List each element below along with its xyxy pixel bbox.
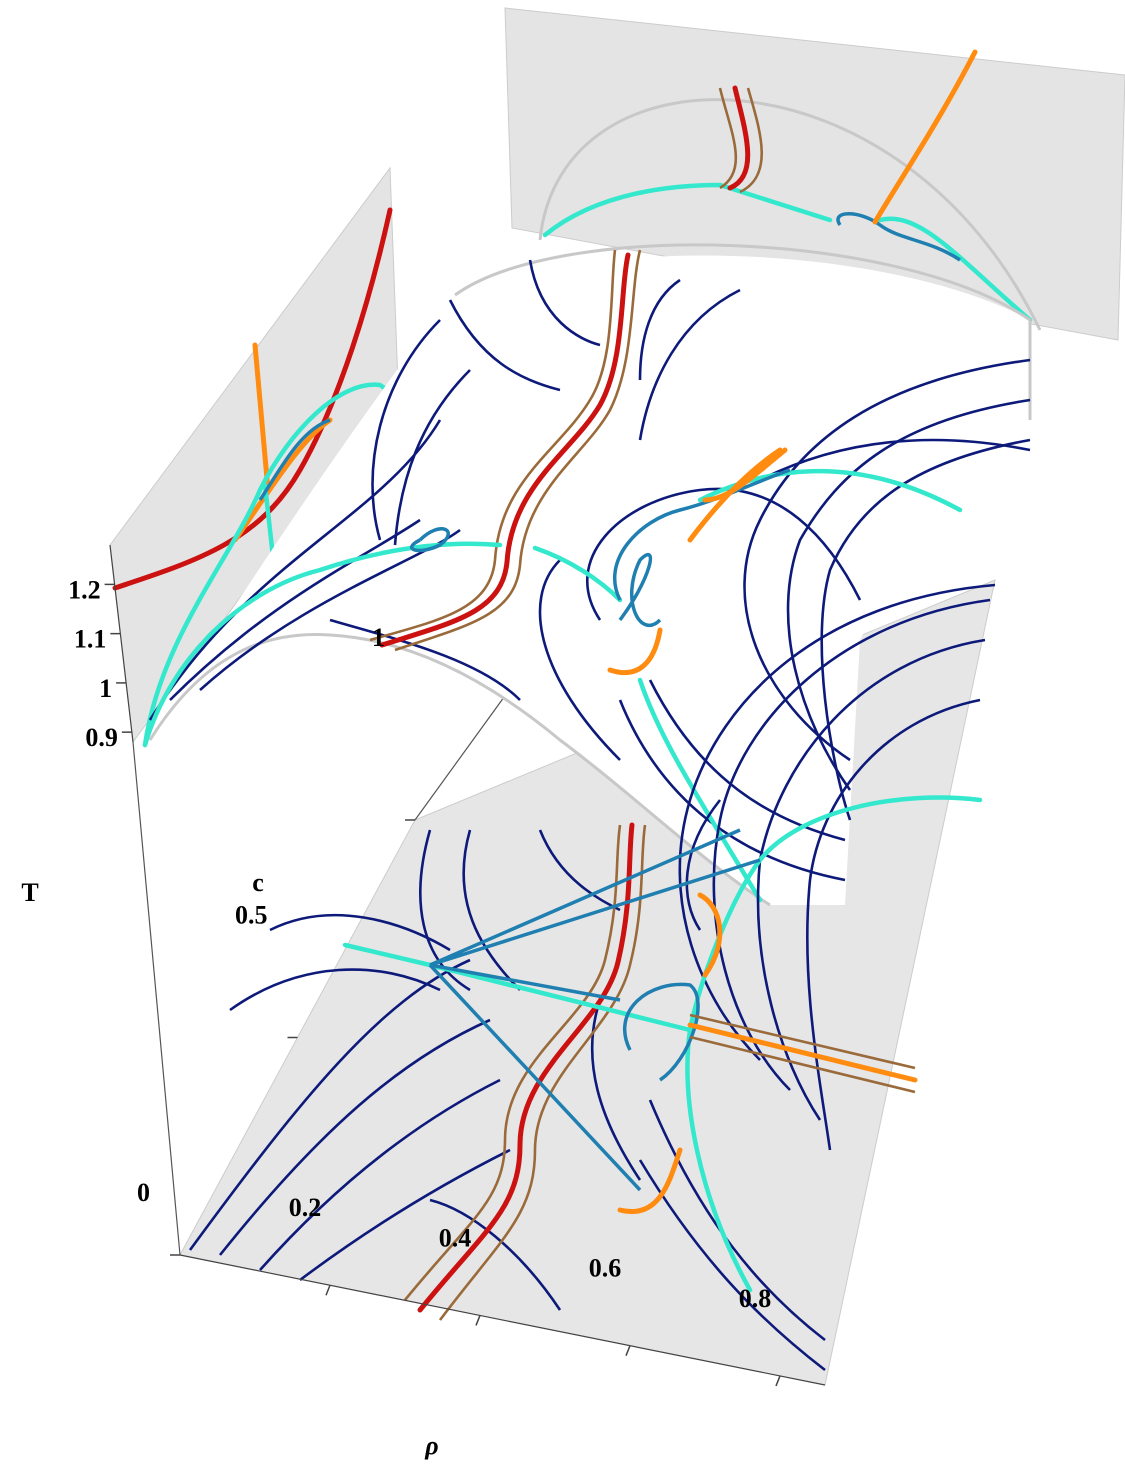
z-axis-label: T xyxy=(21,878,38,907)
y-tick-label: 0.5 xyxy=(235,900,268,929)
x-axis-label: ρ xyxy=(424,1431,438,1460)
x-tick xyxy=(626,1346,630,1356)
z-tick-label: 1 xyxy=(99,674,112,703)
x-tick-label: 0.6 xyxy=(589,1254,622,1283)
page: {"chart_data": {"type": "surface3d", "xl… xyxy=(0,0,1125,1475)
x-tick xyxy=(476,1315,480,1325)
y-tick-label: 1 xyxy=(372,623,385,652)
x-tick-label: 0.8 xyxy=(739,1284,772,1313)
z-tick-label: 1.2 xyxy=(68,575,101,604)
x-tick-label: 0.2 xyxy=(289,1193,322,1222)
y-axis-label: c xyxy=(252,868,264,897)
x-tick xyxy=(776,1376,780,1386)
chart: ρ c T 0.2 0.4 0.6 0.8 0 0.5 1 0.9 1 1.1 1.2 xyxy=(0,0,1125,1475)
x-tick-label: 0.4 xyxy=(439,1223,472,1252)
z-tick-label: 0.9 xyxy=(85,723,118,752)
z-tick-label: 1.1 xyxy=(74,625,107,654)
x-tick xyxy=(326,1285,330,1295)
y-tick-label: 0 xyxy=(137,1178,150,1207)
